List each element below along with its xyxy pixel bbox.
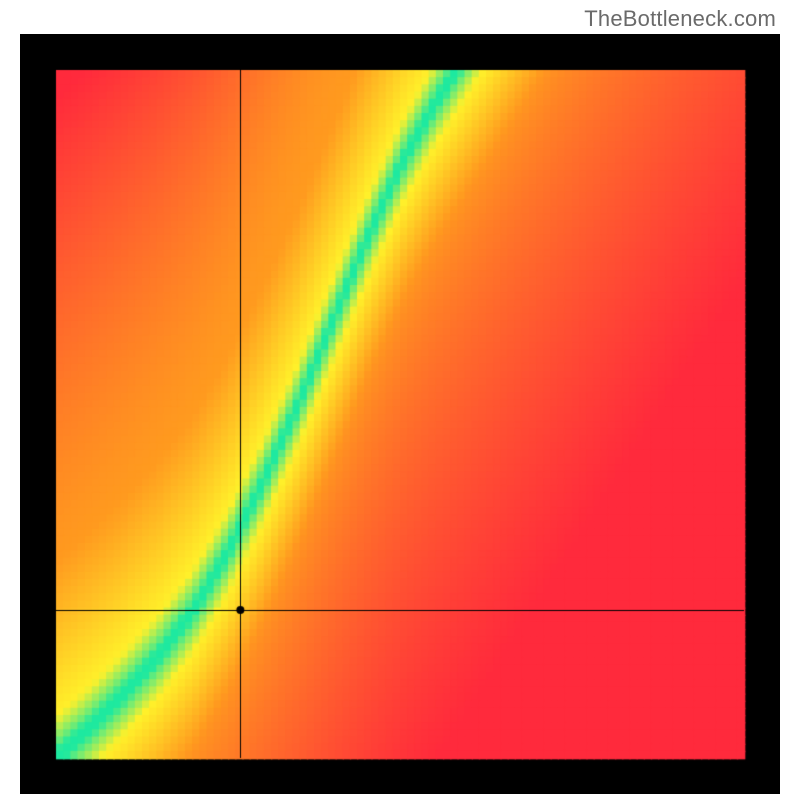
bottleneck-heatmap <box>20 34 780 794</box>
watermark-text: TheBottleneck.com <box>584 6 776 32</box>
